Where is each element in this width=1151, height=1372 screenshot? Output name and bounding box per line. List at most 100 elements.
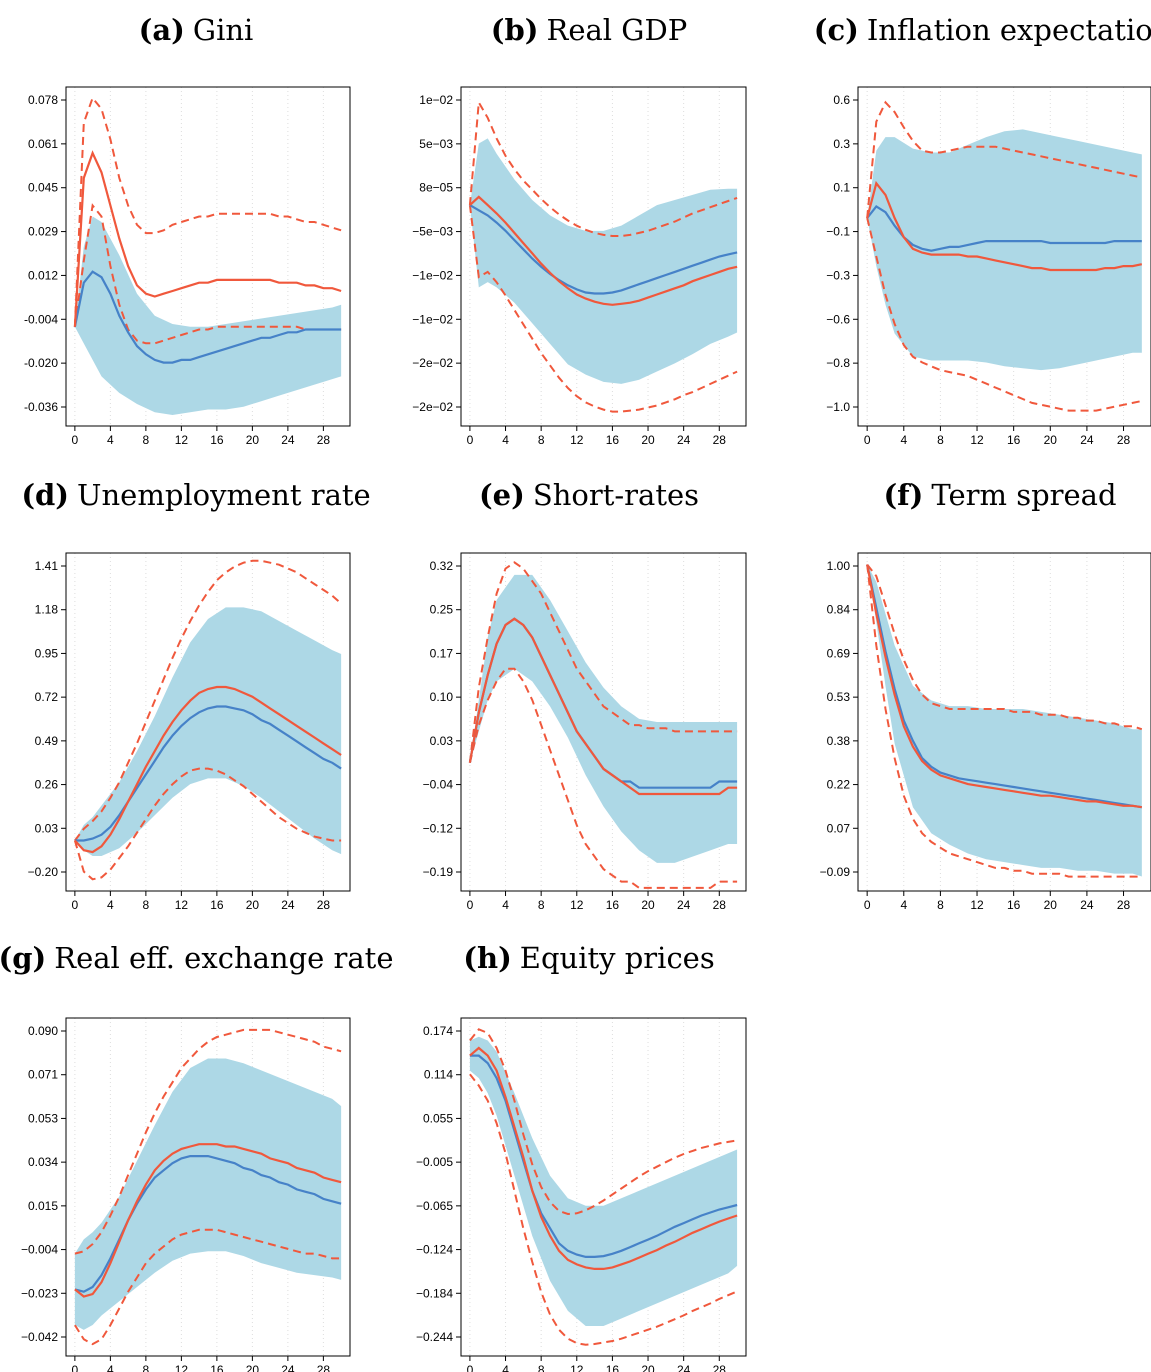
plot-area: [66, 87, 350, 426]
x-tick-label: 4: [900, 433, 907, 447]
y-tick-label: 0.061: [28, 137, 58, 151]
x-tick-label: 24: [281, 1363, 295, 1372]
x-tick-label: 28: [317, 898, 331, 912]
x-tick-label: 0: [467, 898, 474, 912]
y-tick-label: 0.114: [424, 1068, 453, 1082]
x-tick-label: 20: [246, 898, 260, 912]
x-tick-label: 8: [538, 1363, 545, 1372]
x-tick-label: 0: [467, 433, 474, 447]
x-tick-label: 0: [72, 898, 79, 912]
panel-e: (e) Short-rates0.320.250.170.100.03−0.04−…: [423, 478, 746, 912]
y-tick-label: 0.53: [827, 690, 851, 704]
y-tick-label: −0.20: [28, 865, 59, 879]
y-tick-label: 1.00: [827, 559, 851, 573]
y-tick-label: −0.244: [416, 1330, 453, 1344]
panel-label: (a): [139, 13, 185, 47]
y-tick-label: 0.6: [833, 93, 850, 107]
y-tick-label: −0.042: [21, 1330, 58, 1344]
x-tick-label: 12: [175, 433, 189, 447]
y-tick-label: 1.41: [35, 559, 59, 573]
confidence-band: [75, 217, 341, 415]
panel-title: (d) Unemployment rate: [21, 478, 370, 512]
x-tick-label: 4: [107, 898, 114, 912]
y-tick-label: −0.023: [21, 1286, 58, 1300]
y-tick-label: 0.090: [28, 1024, 58, 1038]
x-tick-label: 28: [713, 1363, 727, 1372]
panel-label: (h): [463, 941, 512, 975]
y-tick-label: −0.184: [416, 1286, 453, 1300]
y-tick-label: −0.3: [826, 268, 850, 282]
panel-label: (f): [883, 478, 923, 512]
x-tick-label: 8: [538, 433, 545, 447]
y-tick-label: 0.053: [28, 1111, 58, 1125]
y-tick-label: −1e−02: [412, 268, 453, 282]
y-tick-label: 0.07: [827, 821, 851, 835]
x-tick-label: 12: [175, 898, 189, 912]
x-tick-label: 12: [570, 898, 584, 912]
x-tick-label: 28: [317, 1363, 331, 1372]
y-tick-label: 0.045: [28, 181, 58, 195]
x-tick-label: 16: [606, 1363, 620, 1372]
panel-title-text: Short-rates: [533, 478, 699, 512]
y-tick-label: -0.004: [24, 312, 58, 326]
panel-title-text: Gini: [193, 13, 253, 47]
y-tick-label: 0.174: [423, 1024, 453, 1038]
y-tick-label: −0.09: [820, 865, 851, 879]
plot-area: [858, 87, 1151, 426]
y-tick-label: 0.03: [35, 821, 59, 835]
y-tick-label: −0.004: [21, 1243, 58, 1257]
panel-title: (e) Short-rates: [479, 478, 699, 512]
panel-d: (d) Unemployment rate 1.41 1.18 0.95 0.72 0.49…: [21, 478, 370, 912]
y-tick-label: 0.03: [430, 734, 454, 748]
panel-b: (b) Real GDP1e−025e−038e−05−5e−03−1e−02−1…: [412, 13, 746, 447]
x-tick-label: 16: [606, 433, 620, 447]
panel-title-text: Term spread: [931, 478, 1116, 512]
y-tick-label: 0.38: [827, 734, 851, 748]
panel-h: (h) Equity prices0.1740.1140.055−0.005−0.…: [416, 941, 746, 1372]
confidence-band: [75, 607, 341, 856]
y-tick-label: 0.84: [827, 603, 851, 617]
x-tick-label: 12: [175, 1363, 189, 1372]
plot-area: [461, 1018, 746, 1356]
panel-label: (d): [21, 478, 69, 512]
x-tick-label: 0: [72, 1363, 79, 1372]
plot-area: [858, 553, 1151, 891]
panel-title: (g) Real eff. exchange rate: [0, 941, 394, 975]
panel-g: (g) Real eff. exchange rate0.0900.0710.05…: [0, 941, 394, 1372]
x-tick-label: 28: [317, 433, 331, 447]
panel-title: (f) Term spread: [883, 478, 1116, 512]
panel-label: (e): [479, 478, 525, 512]
panel-title: (c)Inflation expectations: [814, 13, 1151, 47]
x-tick-label: 16: [210, 1363, 224, 1372]
x-tick-label: 20: [246, 433, 260, 447]
x-tick-label: 24: [677, 898, 691, 912]
y-tick-label: 8e−05: [419, 181, 453, 195]
x-tick-label: 20: [1044, 433, 1058, 447]
panel-title-text: Inflation expectations: [867, 13, 1151, 47]
x-tick-label: 4: [502, 1363, 509, 1372]
x-tick-label: 12: [970, 433, 984, 447]
y-tick-label: 0.012: [28, 268, 58, 282]
y-tick-label: 0.26: [35, 778, 59, 792]
panel-title: (a) Gini: [139, 13, 254, 47]
plot-area: [66, 553, 350, 891]
plot-area: [66, 1018, 350, 1356]
confidence-band: [867, 565, 1142, 877]
confidence-band: [470, 138, 737, 384]
x-tick-label: 8: [143, 898, 150, 912]
panel-title: (b) Real GDP: [491, 13, 687, 47]
panel-title-text: Real eff. exchange rate: [54, 941, 393, 975]
y-tick-label: −0.19: [423, 865, 454, 879]
y-tick-label: −0.124: [416, 1243, 453, 1257]
y-tick-label: −0.04: [423, 778, 454, 792]
y-tick-label: 1.18: [35, 603, 59, 617]
y-tick-label: −1.0: [826, 400, 850, 414]
x-tick-label: 12: [970, 898, 984, 912]
x-tick-label: 8: [538, 898, 545, 912]
y-tick-label: 0.25: [430, 603, 454, 617]
panel-a: (a) Gini0.0780.0610.0450.0290.012-0.004-0…: [24, 13, 350, 447]
confidence-band: [75, 1058, 341, 1329]
y-tick-label: 5e−03: [419, 137, 453, 151]
x-tick-label: 28: [713, 898, 727, 912]
x-tick-label: 20: [641, 433, 655, 447]
